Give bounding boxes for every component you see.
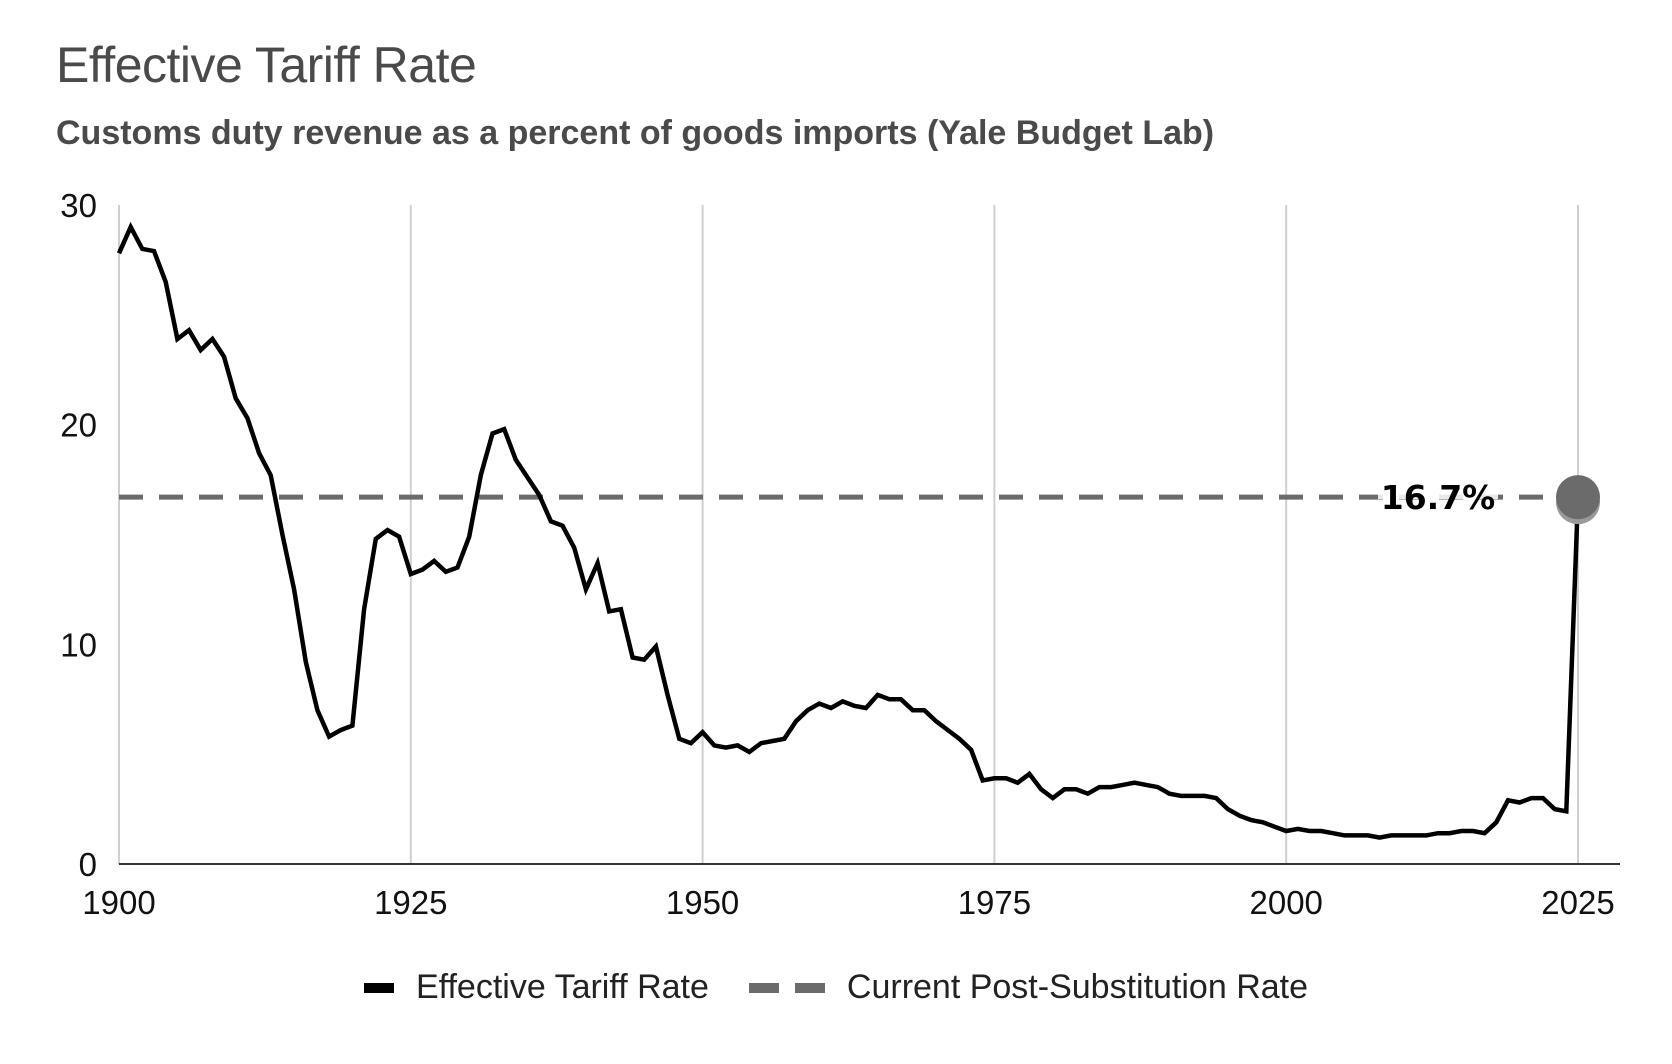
y-tick-label: 10 [60, 626, 97, 663]
x-tick-label: 2000 [1249, 884, 1322, 921]
annotation-label: 16.7% [1381, 478, 1496, 517]
legend-item-effective-tariff-rate[interactable]: Effective Tariff Rate [363, 968, 709, 1007]
x-tick-label: 1975 [958, 884, 1031, 921]
y-tick-label: 20 [60, 407, 97, 444]
x-tick-label: 1925 [374, 884, 447, 921]
chart-subtitle: Customs duty revenue as a percent of goo… [56, 114, 1215, 152]
grid-lines [118, 205, 1579, 864]
chart-title: Effective Tariff Rate [56, 37, 477, 93]
dashed-line-swatch-icon [748, 982, 825, 993]
annotation-label-background [1378, 493, 1498, 500]
x-tick-label: 1950 [666, 884, 739, 921]
legend-label: Effective Tariff Rate [415, 968, 709, 1006]
legend-label: Current Post-Substitution Rate [846, 968, 1309, 1006]
effective-tariff-rate-line [116, 221, 1581, 840]
x-tick-label: 2025 [1541, 884, 1614, 921]
y-tick-label: 0 [79, 846, 97, 883]
legend: Effective Tariff Rate Current Post-Subst… [0, 968, 1672, 1007]
series-points [119, 227, 1578, 838]
x-tick-label: 1900 [82, 884, 155, 921]
y-axis-ticks: 0 10 20 30 [60, 187, 97, 883]
y-tick-label: 30 [60, 187, 97, 224]
x-axis-ticks: 1900 1925 1950 1975 2000 2025 [82, 884, 1614, 921]
legend-item-post-substitution-rate[interactable]: Current Post-Substitution Rate [748, 968, 1309, 1007]
annotation-marker [1556, 475, 1600, 520]
solid-line-swatch-icon [363, 982, 394, 993]
